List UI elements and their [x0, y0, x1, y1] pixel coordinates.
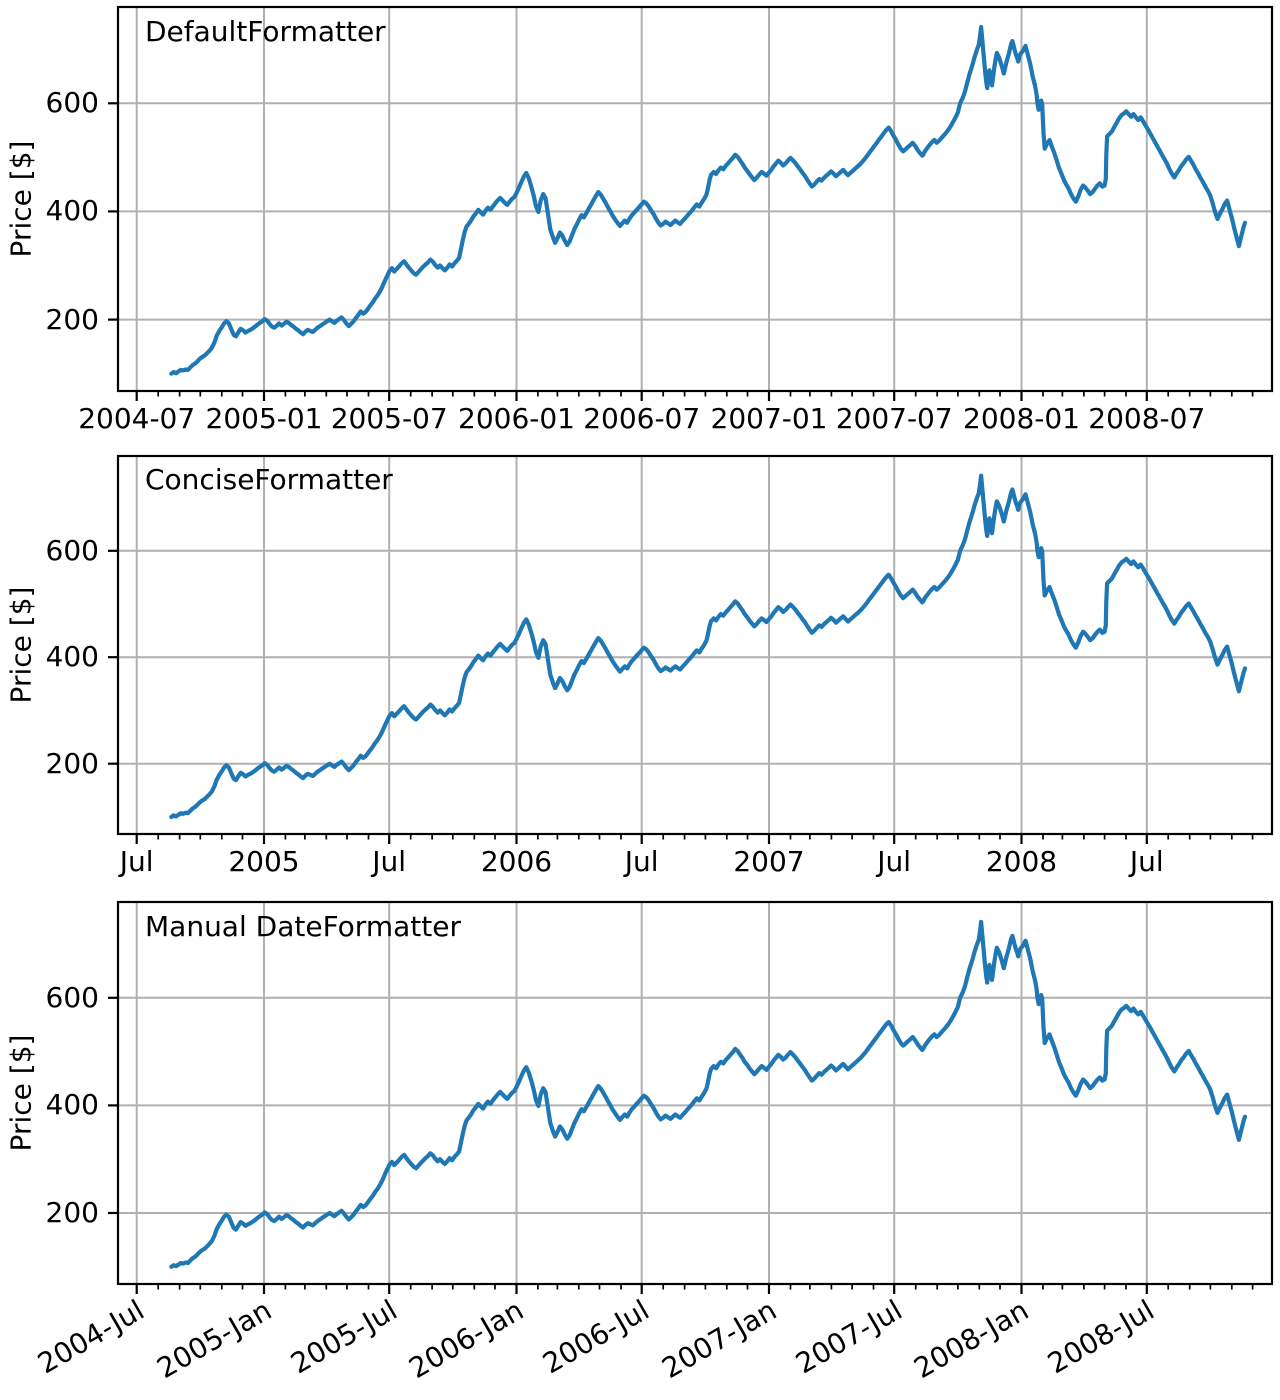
y-tick-label: 400 — [45, 640, 99, 674]
x-tick-label: 2007-01 — [710, 402, 828, 435]
subplot-title-concise-formatter: ConciseFormatter — [145, 463, 393, 496]
x-tick-label: Jul — [624, 845, 659, 878]
axes-spines — [116, 5, 1274, 393]
axes-spines — [116, 454, 1274, 836]
y-tick-label: 200 — [45, 746, 99, 780]
y-tick-label: 200 — [45, 1196, 99, 1229]
y-tick-label: 600 — [45, 533, 99, 567]
x-tick-label: 2008-07 — [1088, 402, 1206, 435]
subplot-3 — [108, 900, 1274, 1294]
axes-spines — [116, 900, 1274, 1286]
x-tick-label: Jul — [119, 845, 154, 878]
x-tick-label: 2004-07 — [78, 402, 196, 435]
subplot-title-default-formatter: DefaultFormatter — [145, 15, 386, 48]
x-tick-label: Jul — [372, 845, 407, 878]
y-tick-label: 400 — [45, 194, 99, 228]
subplot-1 — [108, 5, 1274, 401]
x-tick-label: 2006-07 — [583, 402, 701, 435]
price-line — [169, 473, 1248, 820]
x-tick-label: 2006-01 — [458, 402, 575, 435]
subplot-2 — [108, 454, 1274, 844]
y-tick-label: 400 — [45, 1088, 99, 1122]
x-tick-label: 2008-01 — [963, 402, 1080, 435]
price-line — [169, 24, 1248, 376]
x-tick-label: 2006 — [480, 845, 553, 878]
x-tick-label: 2005-01 — [205, 402, 323, 435]
x-tick-label: 2007-07 — [835, 402, 953, 435]
x-tick-label: 2007 — [733, 845, 805, 878]
subplot-title-manual-date-formatter: Manual DateFormatter — [145, 910, 461, 943]
x-tick-label: Jul — [1129, 845, 1164, 878]
x-tick-label: Jul — [877, 845, 912, 878]
price-line — [169, 919, 1248, 1269]
x-tick-label: 2005 — [228, 845, 300, 878]
y-tick-label: 600 — [45, 86, 99, 120]
y-tick-label: 600 — [45, 980, 99, 1014]
x-tick-label: 2005-07 — [330, 402, 448, 435]
x-tick-label: 2008 — [985, 845, 1058, 878]
y-tick-label: 200 — [45, 302, 99, 336]
